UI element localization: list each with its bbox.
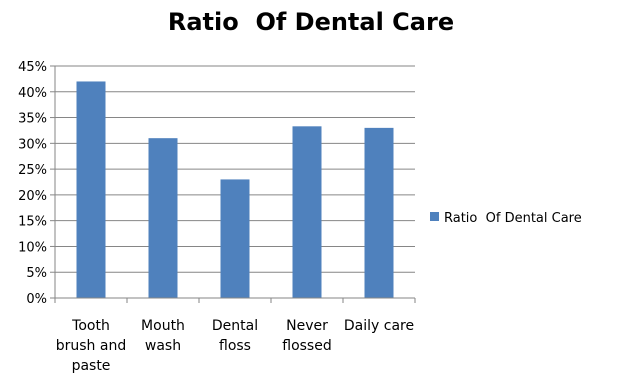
- y-tick-label: 35%: [18, 112, 47, 127]
- x-tick-label: Mouth wash: [141, 318, 185, 354]
- legend-label: Ratio Of Dental Care: [444, 211, 582, 226]
- y-tick-label: 10%: [18, 240, 47, 255]
- bar: [364, 127, 394, 298]
- x-tick-label-line: brush and: [56, 338, 126, 354]
- x-tick-label-line: Tooth: [71, 318, 110, 334]
- y-tick-label: 5%: [26, 266, 47, 281]
- bar: [292, 126, 322, 298]
- x-tick-label: Daily care: [344, 318, 414, 334]
- bar: [76, 81, 106, 298]
- x-tick-label: Dental floss: [212, 318, 258, 354]
- y-tick-label: 15%: [18, 215, 47, 230]
- x-tick-label-line: Never: [286, 318, 328, 334]
- y-tick-label: 30%: [18, 137, 47, 152]
- x-tick-label: Never flossed: [282, 318, 331, 354]
- legend-swatch: [430, 212, 439, 221]
- x-tick-label-line: paste: [72, 358, 111, 374]
- y-tick-label: 45%: [18, 60, 47, 75]
- bar: [220, 179, 250, 298]
- x-tick-label: Tooth brush and paste: [56, 318, 126, 374]
- y-tick-label: 25%: [18, 163, 47, 178]
- x-tick-label-line: wash: [145, 338, 181, 354]
- chart-title: Ratio Of Dental Care: [167, 8, 455, 36]
- x-tick-label-line: flossed: [282, 338, 331, 354]
- y-tick-label: 40%: [18, 86, 47, 101]
- y-tick-label: 20%: [18, 189, 47, 204]
- x-tick-label-line: floss: [219, 338, 251, 354]
- x-tick-label-line: Mouth: [141, 318, 185, 334]
- bar: [148, 138, 178, 298]
- x-tick-label-line: Dental: [212, 318, 258, 334]
- y-tick-label: 0%: [26, 292, 47, 307]
- x-tick-label-line: Daily care: [344, 318, 414, 334]
